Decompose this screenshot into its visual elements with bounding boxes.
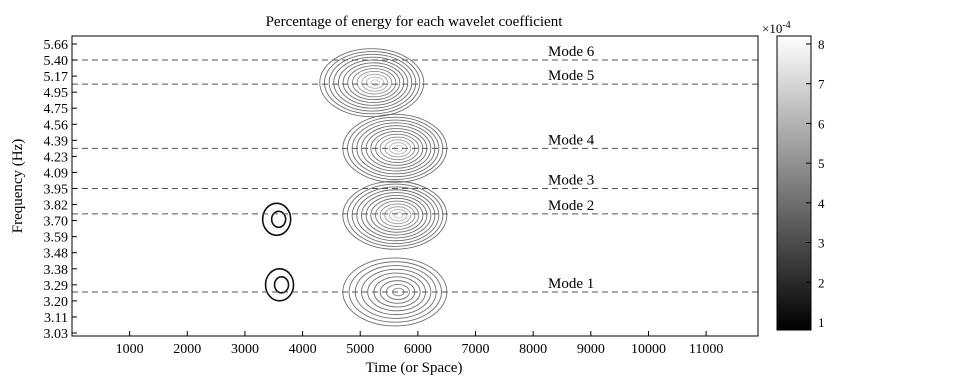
contour-ring	[270, 210, 287, 229]
contour-ring	[384, 206, 412, 225]
contour-ring	[370, 197, 424, 233]
y-tick-label: 3.82	[44, 199, 69, 214]
mode-label: Mode 6	[548, 44, 595, 60]
y-tick-label: 3.48	[44, 247, 69, 262]
colorbar-tick-label: 8	[818, 37, 825, 52]
colorbar: ×10-4 1 2 3 4 5 6 7 8	[762, 20, 825, 331]
mode-lines: Mode 6 Mode 5 Mode 4 Mode 3 Mode 2 Mode 1	[72, 44, 758, 293]
contour-ring	[351, 68, 397, 98]
x-axis: 1000 2000 3000 4000 5000 6000 7000 8000 9000 1000…	[116, 331, 723, 357]
x-axis-label: Time (or Space)	[366, 360, 463, 376]
contour-ring	[323, 51, 421, 115]
chart-title: Percentage of energy for each wavelet co…	[266, 14, 564, 30]
mode-label: Mode 5	[548, 68, 594, 84]
y-tick-label: 3.38	[44, 263, 69, 278]
colorbar-tick-label: 7	[818, 77, 825, 92]
colorbar-tick-label: 6	[818, 116, 825, 131]
y-tick-label: 3.29	[44, 279, 69, 294]
contour-ring	[370, 79, 381, 86]
colorbar-gradient	[776, 35, 812, 331]
contour-ring	[319, 48, 425, 118]
y-tick-label: 4.56	[44, 118, 69, 133]
y-axis-label: Frequency (Hz)	[10, 139, 26, 234]
y-tick-label: 3.11	[44, 311, 68, 326]
contour-ring	[356, 70, 393, 95]
y-tick-label: 3.95	[44, 183, 69, 198]
contour-ring	[264, 268, 295, 302]
contour-ring	[342, 62, 405, 103]
contour-ring	[347, 183, 444, 247]
x-tick-label: 8000	[519, 342, 547, 357]
y-tick-label: 4.23	[44, 150, 69, 165]
contour-ring	[361, 125, 432, 172]
x-tick-label: 2000	[173, 342, 201, 357]
y-axis: 3.033.113.203.293.383.483.593.703.823.95…	[44, 38, 77, 342]
y-tick-label: 4.09	[44, 166, 69, 181]
mode-label: Mode 4	[548, 132, 595, 148]
contour-ring	[375, 200, 420, 230]
x-tick-label: 11000	[689, 342, 723, 357]
colorbar-tick-label: 1	[818, 315, 825, 330]
contour-ring	[351, 186, 440, 245]
contour-ring	[333, 56, 413, 109]
y-tick-label: 5.17	[44, 70, 69, 85]
y-tick-label: 4.75	[44, 102, 69, 117]
x-tick-label: 9000	[577, 342, 605, 357]
contour-ring	[342, 180, 448, 250]
contour-ring	[361, 192, 432, 239]
contour-ring	[348, 261, 442, 323]
x-tick-label: 4000	[289, 342, 317, 357]
colorbar-tick-label: 5	[818, 156, 825, 171]
y-tick-label: 5.66	[44, 38, 69, 53]
colorbar-tick-label: 2	[818, 275, 825, 290]
colorbar-exponent: ×10-4	[762, 20, 791, 36]
contour-ring	[337, 59, 409, 106]
contour-ring	[328, 53, 417, 112]
y-tick-label: 3.70	[44, 215, 69, 230]
plot-frame	[71, 35, 759, 337]
mode-label: Mode 3	[548, 173, 594, 189]
contour-ring	[365, 76, 385, 89]
contour-ring	[361, 268, 432, 316]
colorbar-tick-label: 3	[818, 236, 825, 251]
contour-ring	[393, 211, 404, 219]
contour-ring	[365, 194, 428, 236]
contour-ring	[273, 276, 290, 294]
mode-label: Mode 2	[548, 198, 594, 214]
contour-ring	[347, 65, 401, 101]
y-tick-label: 5.40	[44, 54, 69, 69]
x-tick-label: 3000	[231, 342, 259, 357]
x-tick-label: 10000	[631, 342, 666, 357]
y-tick-label: 3.03	[44, 327, 69, 342]
x-tick-label: 6000	[404, 342, 432, 357]
y-tick-label: 4.39	[44, 134, 69, 149]
x-tick-label: 7000	[462, 342, 490, 357]
contour-layer	[261, 48, 448, 327]
colorbar-ticks: 1 2 3 4 5 6 7 8	[806, 37, 825, 330]
contour-ring	[389, 209, 408, 222]
contour-ring	[379, 203, 416, 228]
colorbar-tick-label: 4	[818, 196, 825, 211]
contour-ring	[356, 189, 436, 242]
y-tick-label: 4.95	[44, 86, 69, 101]
contour-ring	[361, 73, 389, 92]
contour-ring	[261, 202, 292, 237]
y-tick-label: 3.59	[44, 231, 69, 246]
x-tick-label: 1000	[116, 342, 144, 357]
y-tick-label: 3.20	[44, 295, 69, 310]
x-tick-label: 5000	[346, 342, 374, 357]
mode-label: Mode 1	[548, 276, 594, 292]
